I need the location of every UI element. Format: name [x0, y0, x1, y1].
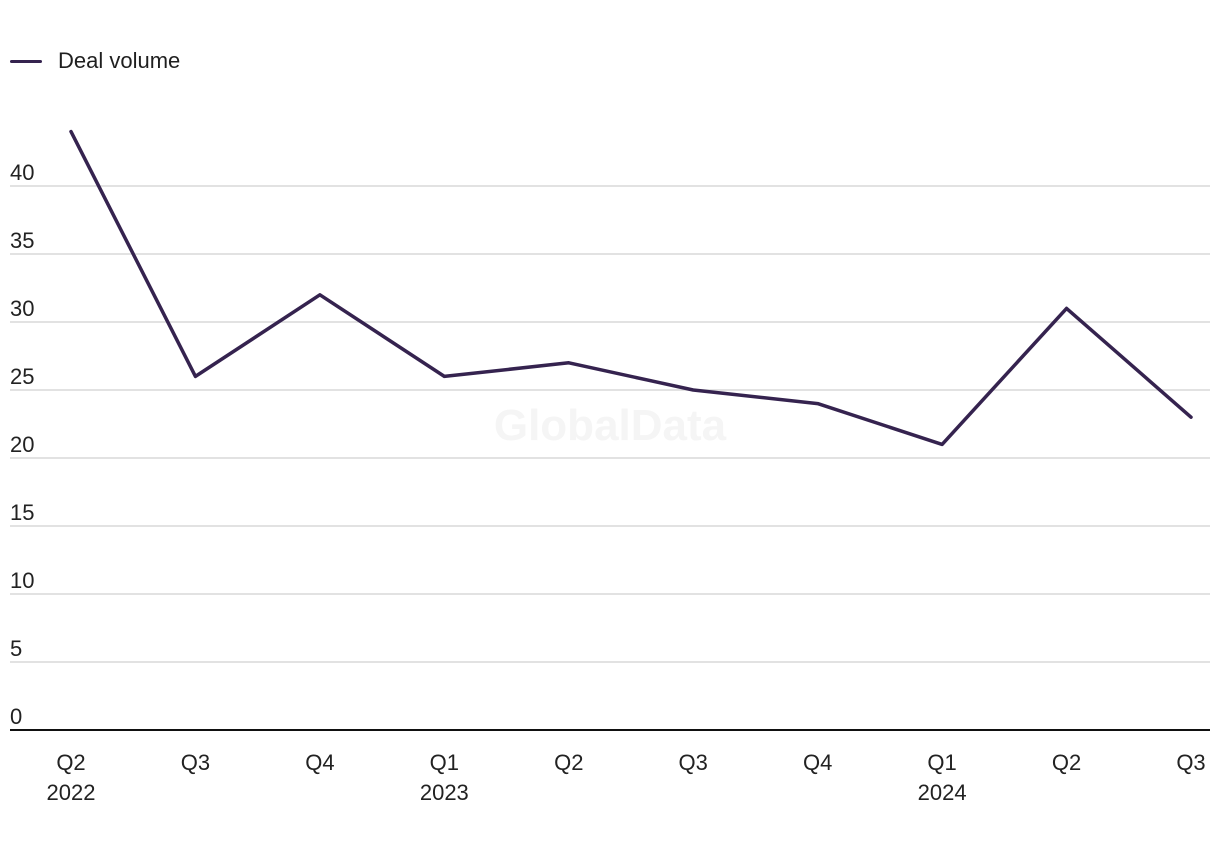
x-tick-quarter-3: Q1: [430, 750, 459, 775]
y-tick-label-35: 35: [10, 228, 34, 253]
y-tick-label-15: 15: [10, 500, 34, 525]
legend-swatch: [10, 59, 42, 63]
x-tick-quarter-5: Q3: [679, 750, 708, 775]
y-tick-label-0: 0: [10, 704, 22, 729]
x-tick-year-0: 2022: [47, 780, 96, 805]
y-tick-label-20: 20: [10, 432, 34, 457]
y-tick-label-40: 40: [10, 160, 34, 185]
y-tick-label-10: 10: [10, 568, 34, 593]
y-tick-label-5: 5: [10, 636, 22, 661]
x-tick-quarter-8: Q2: [1052, 750, 1081, 775]
x-tick-quarter-7: Q1: [927, 750, 956, 775]
x-tick-quarter-6: Q4: [803, 750, 832, 775]
y-axis-ticks: 0 5 10 15 20 25 30 35 40: [10, 160, 34, 729]
x-tick-quarter-9: Q3: [1176, 750, 1205, 775]
x-tick-quarter-1: Q3: [181, 750, 210, 775]
gridlines: [10, 185, 1210, 663]
x-tick-year-3: 2023: [420, 780, 469, 805]
series-line-0: [69, 129, 1193, 447]
y-tick-label-30: 30: [10, 296, 34, 321]
x-tick-year-7: 2024: [918, 780, 967, 805]
x-tick-quarter-2: Q4: [305, 750, 334, 775]
x-tick-quarter-0: Q2: [56, 750, 85, 775]
x-axis-ticks: Q2 2022 Q3 Q4 Q1 2023 Q2 Q3 Q4 Q1 2024 Q2 Q3: [47, 750, 1206, 805]
y-tick-label-25: 25: [10, 364, 34, 389]
x-tick-quarter-4: Q2: [554, 750, 583, 775]
watermark: GlobalData: [494, 401, 727, 450]
series-group: [69, 129, 1193, 447]
legend: Deal volume: [10, 46, 180, 76]
legend-label: Deal volume: [58, 48, 181, 73]
